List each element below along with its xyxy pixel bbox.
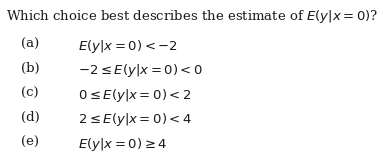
Text: $E(y|x = 0) \geq 4$: $E(y|x = 0) \geq 4$ bbox=[78, 136, 167, 153]
Text: Which choice best describes the estimate of $E(y|x = 0)$?: Which choice best describes the estimate… bbox=[6, 8, 378, 25]
Text: (b): (b) bbox=[21, 62, 40, 75]
Text: (e): (e) bbox=[21, 136, 39, 149]
Text: $-2 \leq E(y|x = 0) < 0$: $-2 \leq E(y|x = 0) < 0$ bbox=[78, 62, 203, 79]
Text: $2 \leq E(y|x = 0) < 4$: $2 \leq E(y|x = 0) < 4$ bbox=[78, 111, 192, 128]
Text: (d): (d) bbox=[21, 111, 40, 124]
Text: (a): (a) bbox=[21, 38, 40, 51]
Text: $0 \leq E(y|x = 0) < 2$: $0 \leq E(y|x = 0) < 2$ bbox=[78, 87, 191, 104]
Text: $E(y|x = 0) < -2$: $E(y|x = 0) < -2$ bbox=[78, 38, 178, 55]
Text: (c): (c) bbox=[21, 87, 39, 100]
